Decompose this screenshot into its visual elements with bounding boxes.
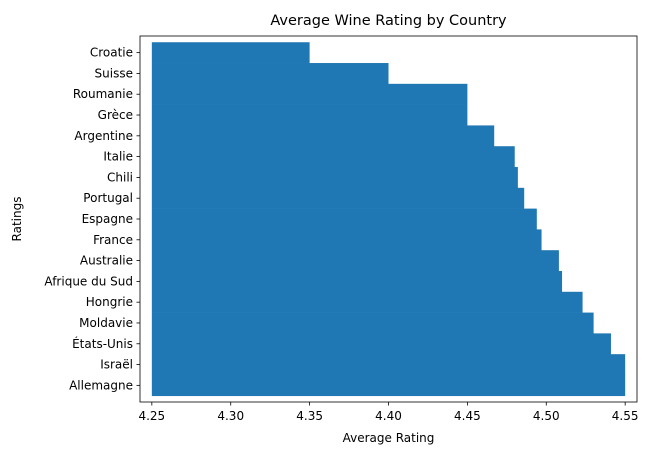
y-tick-label: Portugal [83, 191, 133, 205]
bar-Moldavie [151, 312, 594, 334]
y-tick-label: États-Unis [72, 336, 133, 351]
y-tick-label: Grèce [98, 108, 133, 122]
bar-group [151, 42, 626, 397]
y-tick-label: Roumanie [73, 87, 133, 101]
x-tick-label: 4.25 [138, 409, 165, 423]
y-tick-label: France [93, 233, 133, 247]
y-axis-ticks: Croatie Suisse Roumanie Grèce Argentine Itali… [44, 46, 140, 392]
y-tick-label: Italie [103, 150, 133, 164]
bar-Portugal [151, 187, 525, 209]
bar-Grèce [151, 104, 468, 126]
bar-Australie [151, 250, 559, 272]
y-tick-label: Israël [100, 358, 133, 372]
y-tick-label: Hongrie [86, 295, 133, 309]
bar-Italie [151, 146, 515, 168]
y-tick-label: Moldavie [79, 316, 133, 330]
y-tick-label: Suisse [95, 66, 133, 80]
bar-Allemagne [151, 374, 626, 397]
y-tick-label: Australie [80, 254, 133, 268]
bar-Espagne [151, 208, 537, 230]
bar-Hongrie [151, 291, 583, 313]
y-axis-label: Ratings [10, 197, 24, 242]
bar-Chili [151, 167, 518, 189]
x-tick-label: 4.35 [296, 409, 323, 423]
y-tick-label: Afrique du Sud [44, 274, 133, 288]
y-tick-label: Chili [107, 170, 133, 184]
x-axis-label: Average Rating [343, 431, 435, 445]
bar-Argentine [151, 125, 495, 147]
x-axis-ticks: 4.25 4.30 4.35 4.40 4.45 4.50 4.55 [138, 402, 639, 423]
y-tick-label: Espagne [82, 212, 133, 226]
bar-Croatie [151, 42, 310, 64]
bar-France [151, 229, 542, 251]
x-tick-label: 4.50 [533, 409, 560, 423]
bar-Afrique du Sud [151, 270, 563, 293]
x-tick-label: 4.45 [454, 409, 481, 423]
bar-Israël [151, 354, 626, 376]
x-tick-label: 4.55 [612, 409, 639, 423]
bar-Suisse [151, 63, 389, 85]
x-tick-label: 4.30 [217, 409, 244, 423]
chart-title: Average Wine Rating by Country [270, 13, 507, 29]
y-tick-label: Allemagne [69, 378, 133, 392]
y-tick-label: Croatie [90, 46, 133, 60]
bar-Roumanie [151, 83, 468, 105]
bar-États-Unis [151, 333, 611, 355]
x-tick-label: 4.40 [375, 409, 402, 423]
y-tick-label: Argentine [74, 129, 133, 143]
